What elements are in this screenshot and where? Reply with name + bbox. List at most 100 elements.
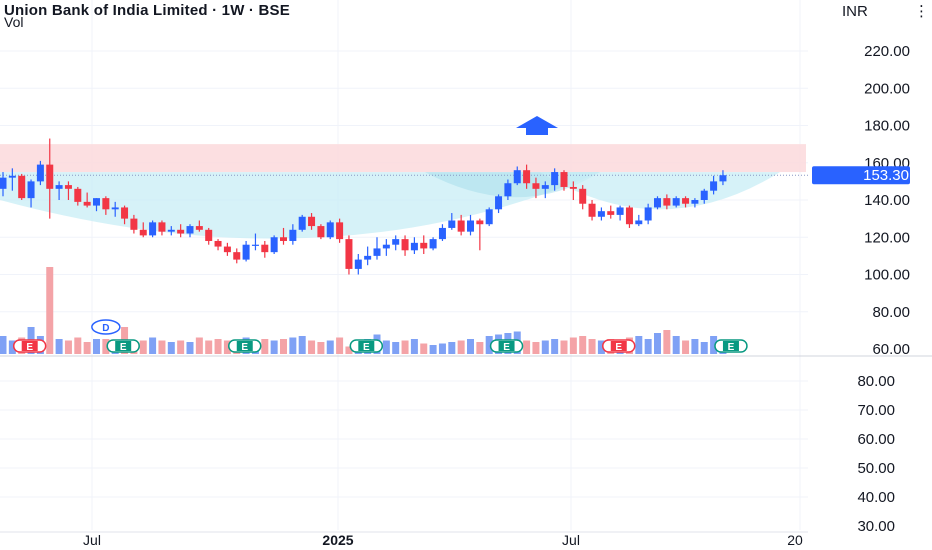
candle[interactable]: [700, 188, 708, 204]
candle[interactable]: [336, 218, 344, 243]
candle[interactable]: [551, 168, 559, 191]
candle[interactable]: [710, 175, 718, 195]
candle[interactable]: [476, 218, 484, 251]
candle[interactable]: [308, 213, 316, 230]
candle[interactable]: [83, 192, 91, 208]
candle[interactable]: [513, 166, 521, 186]
candle[interactable]: [672, 196, 680, 208]
candle[interactable]: [280, 227, 287, 245]
candle[interactable]: [467, 214, 474, 236]
candle[interactable]: [429, 237, 437, 251]
candle[interactable]: [74, 186, 82, 206]
candle[interactable]: [205, 227, 213, 245]
dividend-marker[interactable]: D: [91, 319, 121, 335]
candle[interactable]: [354, 254, 362, 275]
candle[interactable]: [504, 179, 512, 200]
candle[interactable]: [242, 240, 250, 262]
candle[interactable]: [364, 246, 372, 266]
candle[interactable]: [560, 170, 568, 191]
candle[interactable]: [195, 220, 203, 232]
candle[interactable]: [251, 233, 259, 251]
time-axis[interactable]: Jul 2025 Jul 20: [83, 532, 803, 548]
candle[interactable]: [270, 235, 278, 255]
earnings-marker[interactable]: E: [602, 339, 636, 353]
candle[interactable]: [523, 164, 531, 189]
candle[interactable]: [186, 224, 194, 238]
candle[interactable]: [158, 220, 166, 236]
candle[interactable]: [401, 235, 409, 256]
candle[interactable]: [597, 207, 605, 221]
candle[interactable]: [93, 198, 100, 212]
resistance-zone[interactable]: [0, 144, 806, 173]
candle[interactable]: [719, 170, 727, 186]
breakout-arrow-icon[interactable]: [516, 116, 558, 135]
volume-bar: [560, 340, 568, 354]
candle[interactable]: [149, 220, 157, 238]
candle[interactable]: [139, 222, 147, 238]
volume-axis[interactable]: 80.00 70.00 60.00 50.00 40.00 30.00: [857, 373, 895, 535]
candle[interactable]: [373, 237, 381, 260]
candle[interactable]: [289, 224, 297, 245]
candle[interactable]: [635, 214, 643, 227]
candle[interactable]: [625, 205, 633, 228]
candle[interactable]: [130, 214, 138, 234]
earnings-marker[interactable]: E: [12, 339, 47, 353]
candle[interactable]: [448, 213, 456, 230]
candle[interactable]: [261, 240, 269, 258]
candle[interactable]: [8, 168, 16, 191]
earnings-marker[interactable]: E: [489, 339, 524, 353]
more-vert-icon[interactable]: ⋮: [914, 3, 929, 20]
earnings-marker[interactable]: E: [714, 339, 748, 353]
candle[interactable]: [298, 214, 306, 232]
candle[interactable]: [214, 239, 222, 251]
candle[interactable]: [111, 201, 119, 217]
candle[interactable]: [588, 200, 596, 221]
candle[interactable]: [682, 196, 690, 208]
currency-label[interactable]: INR: [842, 3, 868, 20]
candle[interactable]: [438, 224, 446, 241]
candle[interactable]: [223, 242, 231, 256]
candle[interactable]: [691, 198, 699, 208]
candle[interactable]: [541, 181, 549, 199]
candle[interactable]: [326, 220, 334, 240]
candle[interactable]: [410, 237, 418, 255]
candle[interactable]: [607, 205, 615, 219]
candle[interactable]: [654, 196, 661, 210]
candle[interactable]: [102, 196, 110, 215]
candle[interactable]: [485, 207, 493, 227]
candle[interactable]: [495, 194, 503, 214]
candle[interactable]: [457, 214, 465, 236]
cup-pattern-large[interactable]: [0, 172, 600, 239]
volume-bar: [167, 342, 175, 354]
candle[interactable]: [663, 194, 671, 210]
candle[interactable]: [532, 177, 540, 199]
candle[interactable]: [382, 239, 390, 256]
earnings-marker[interactable]: E: [106, 339, 140, 353]
candle[interactable]: [317, 224, 325, 240]
candle[interactable]: [420, 235, 428, 255]
price-axis[interactable]: 220.00200.00180.00160.00140.00120.00100.…: [864, 43, 910, 358]
candle[interactable]: [64, 181, 72, 200]
candle[interactable]: [0, 172, 7, 197]
earnings-marker[interactable]: E: [349, 339, 384, 353]
candle[interactable]: [569, 181, 577, 200]
candle[interactable]: [55, 181, 63, 200]
candle[interactable]: [392, 235, 400, 251]
earnings-marker[interactable]: E: [228, 339, 262, 353]
volume-bar: [541, 340, 549, 354]
candle[interactable]: [579, 185, 587, 210]
candle[interactable]: [167, 226, 175, 236]
candle[interactable]: [644, 203, 652, 225]
candle[interactable]: [121, 205, 129, 225]
last-price-tag[interactable]: 153.30: [812, 166, 910, 185]
candle[interactable]: [177, 224, 185, 238]
candle[interactable]: [36, 160, 44, 186]
candle[interactable]: [233, 248, 241, 264]
candle[interactable]: [46, 138, 54, 219]
candle[interactable]: [27, 179, 35, 208]
volume-indicator-label[interactable]: Vol: [4, 14, 24, 30]
candle[interactable]: [18, 173, 26, 200]
candle[interactable]: [616, 205, 624, 221]
candle[interactable]: [345, 235, 353, 275]
